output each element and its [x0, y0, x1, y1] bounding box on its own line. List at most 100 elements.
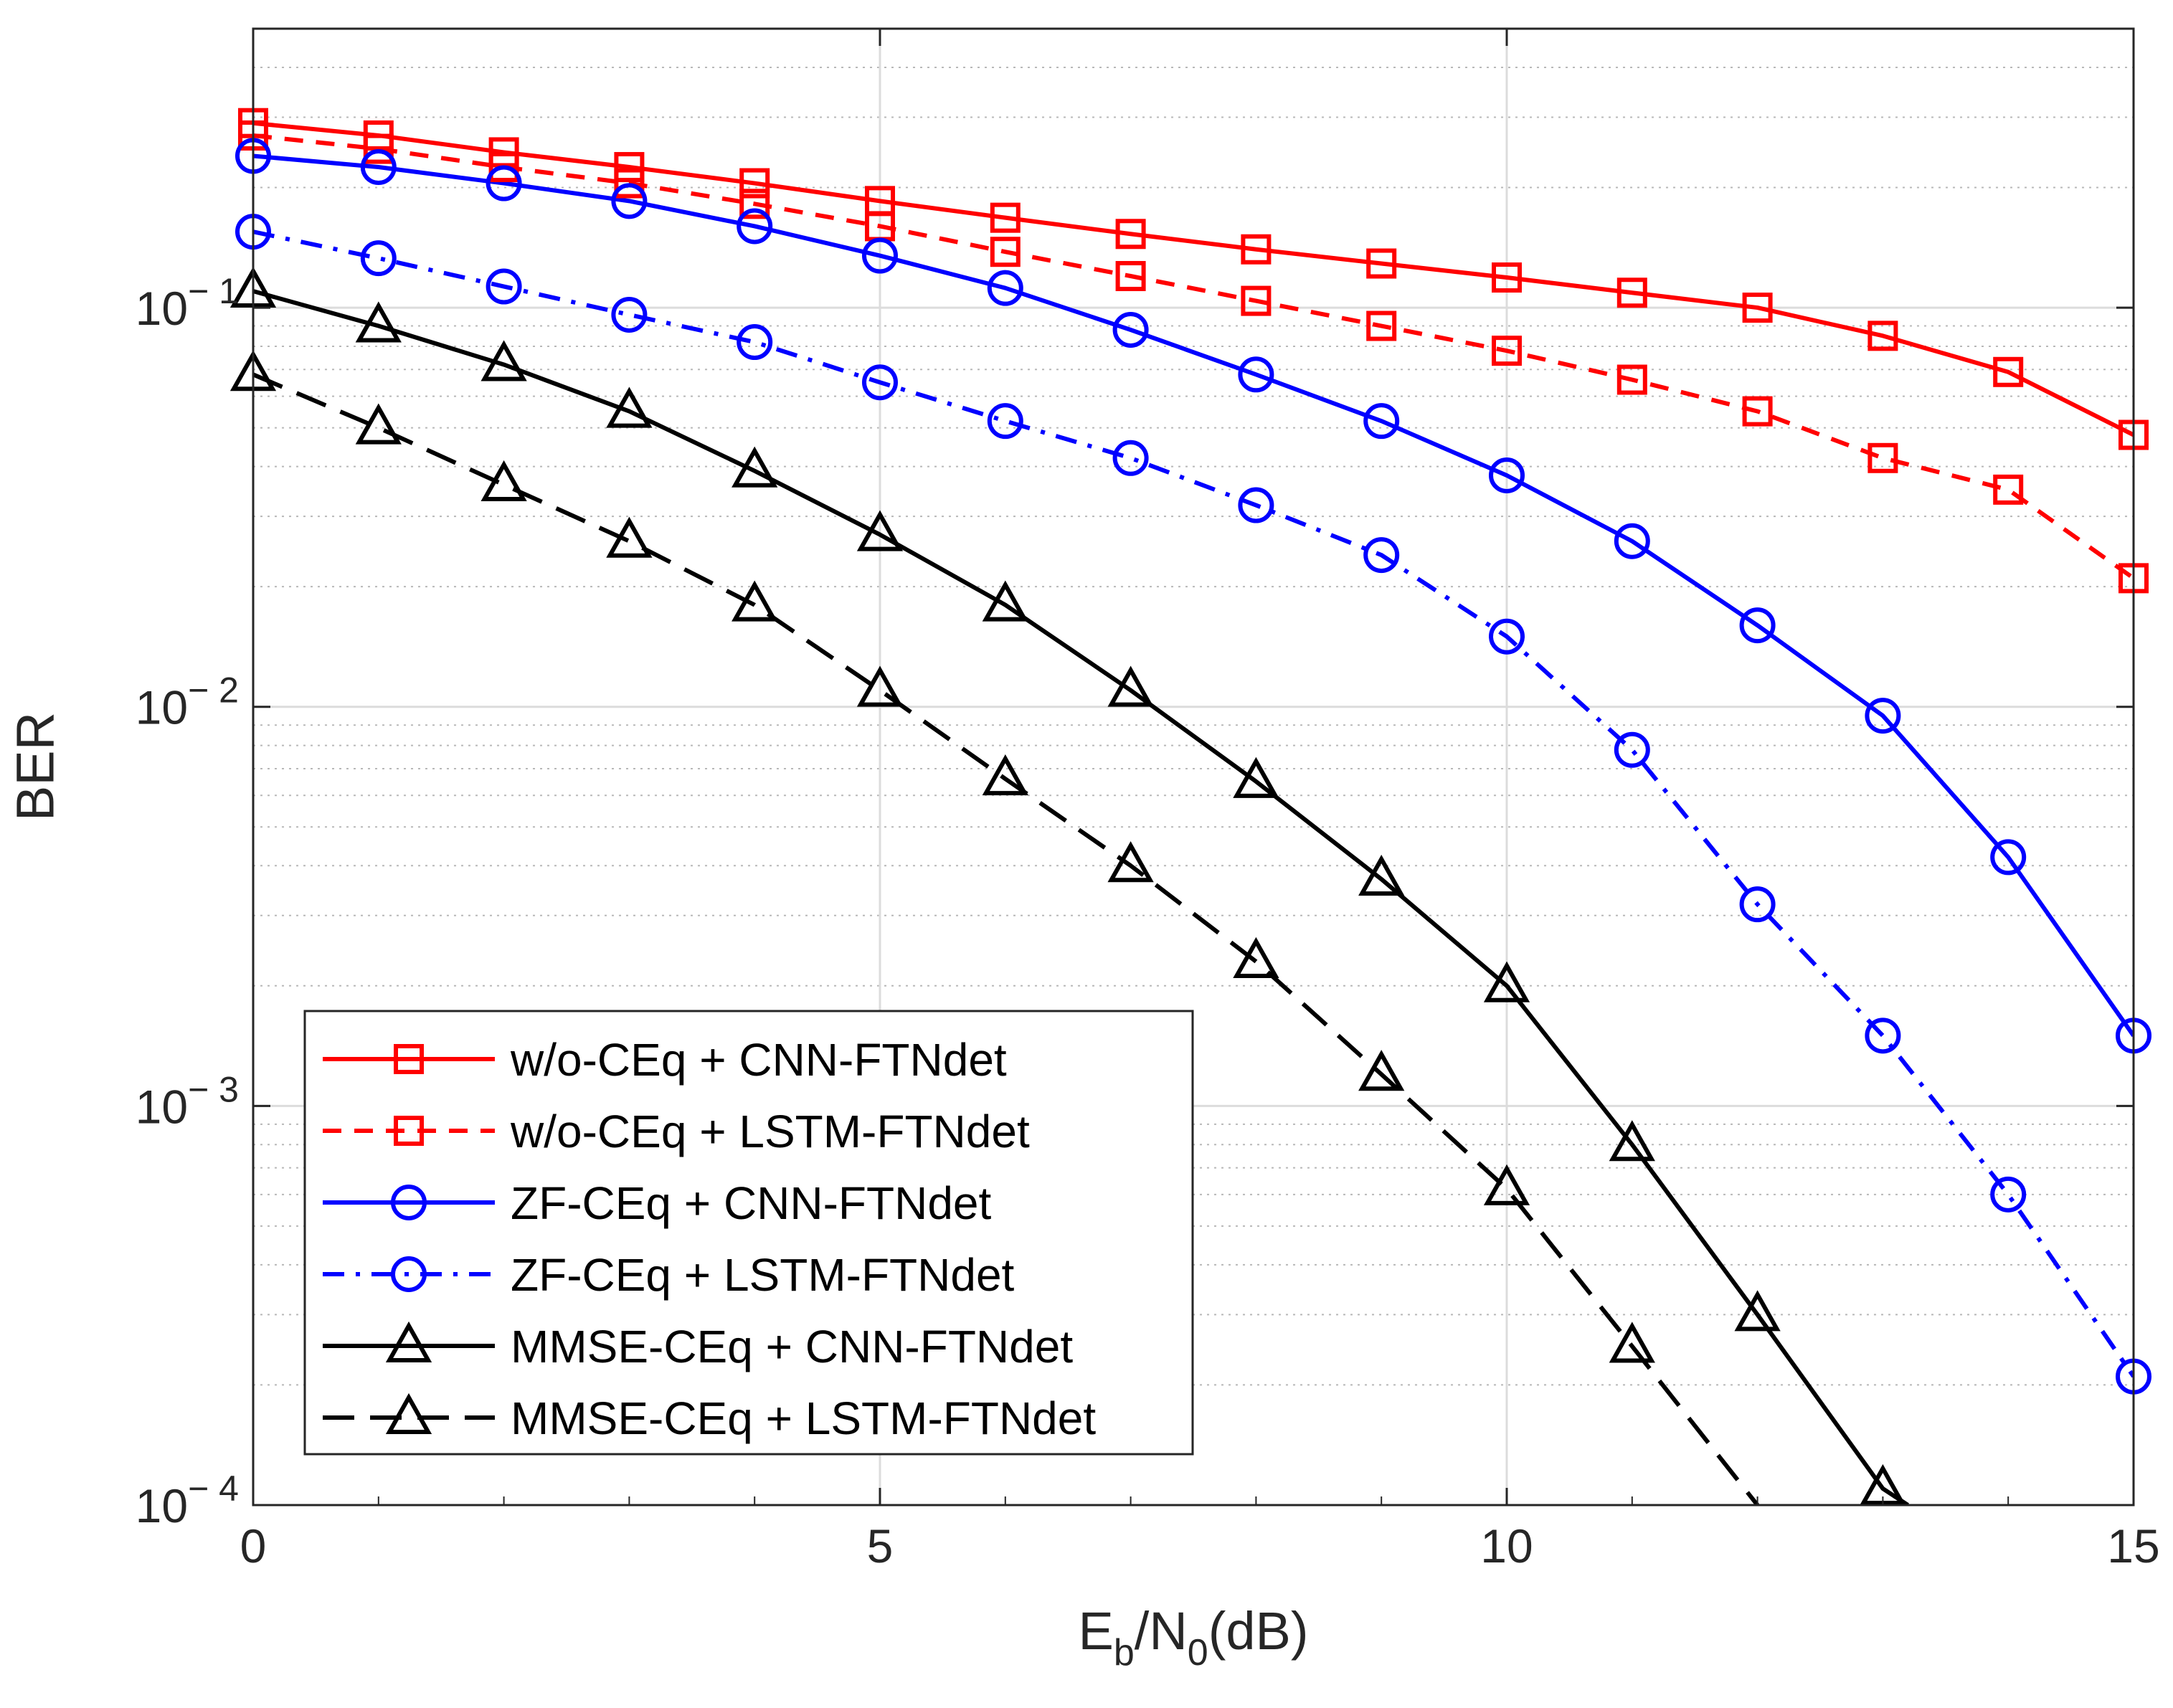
legend: w/o-CEq + CNN-FTNdet w/o-CEq + LSTM-FTNde…: [303, 1010, 1194, 1456]
series-line-3: [253, 153, 2134, 1038]
data-point: [1115, 261, 1146, 292]
data-point: [987, 403, 1023, 440]
data-point: [990, 202, 1021, 233]
data-point: [1233, 756, 1279, 798]
data-point: [486, 268, 522, 305]
legend-label: ZF-CEq + LSTM-FTNdet: [511, 1249, 1015, 1301]
data-point: [1358, 854, 1405, 896]
data-point: [1358, 1050, 1405, 1091]
y-tick-label: 10− 2: [136, 670, 239, 734]
y-tick-label: 10− 3: [136, 1069, 239, 1133]
data-point: [606, 386, 653, 428]
y-tick-label: 10− 1: [136, 271, 239, 335]
x-tick-label: 5: [867, 1519, 894, 1572]
data-point: [1993, 474, 2024, 505]
x-tick-label: 15: [2107, 1519, 2159, 1572]
data-point: [739, 168, 770, 199]
data-point: [1241, 285, 1272, 316]
data-point: [1238, 487, 1274, 523]
data-point: [1115, 219, 1146, 250]
y-tick-label: 10− 4: [136, 1469, 239, 1532]
data-point: [982, 754, 1028, 796]
data-point: [856, 665, 904, 707]
data-point: [1483, 1164, 1530, 1205]
series-line-6: [253, 372, 1759, 1505]
data-point: [611, 296, 648, 333]
legend-marker: [391, 1256, 427, 1292]
series-line-1: [253, 120, 2134, 437]
data-point: [1616, 277, 1647, 308]
data-point: [486, 165, 522, 201]
series-line-5: [253, 289, 1910, 1505]
data-point: [1742, 396, 1773, 427]
data-point: [1609, 1120, 1655, 1162]
data-point: [982, 580, 1028, 622]
x-axis-title-sub2: 0: [1188, 1632, 1208, 1674]
legend-marker: [385, 1321, 432, 1362]
legend-marker: [394, 1044, 424, 1074]
legend-label: w/o-CEq + CNN-FTNdet: [510, 1034, 1007, 1086]
data-point: [1112, 440, 1149, 476]
data-point: [1112, 311, 1149, 348]
plot-frame: [252, 27, 2135, 1507]
legend-box: [303, 1010, 1194, 1456]
data-point: [488, 152, 519, 183]
data-point: [355, 301, 402, 343]
data-point: [1865, 1017, 1901, 1054]
legend-label: MMSE-CEq + LSTM-FTNdet: [511, 1393, 1096, 1444]
data-point: [739, 189, 770, 219]
data-point: [606, 516, 653, 558]
data-point: [360, 240, 397, 277]
data-point: [737, 208, 773, 245]
data-point: [360, 149, 397, 186]
data-point: [1366, 248, 1397, 279]
data-point: [1990, 839, 2027, 876]
data-point: [1867, 442, 1898, 473]
legend-marker: [391, 1185, 427, 1220]
data-point: [737, 324, 773, 361]
x-tick-label: 10: [1480, 1519, 1533, 1572]
data-point: [1614, 731, 1650, 768]
data-point: [614, 168, 645, 199]
x-axis-title-sub1: b: [1114, 1632, 1135, 1674]
legend-label: MMSE-CEq + CNN-FTNdet: [511, 1321, 1073, 1372]
x-tick-label: 0: [240, 1519, 267, 1572]
data-point: [1363, 537, 1400, 574]
data-point: [1742, 293, 1773, 323]
data-point: [1107, 665, 1154, 707]
data-point: [1734, 1290, 1781, 1332]
legend-label: ZF-CEq + CNN-FTNdet: [511, 1177, 992, 1229]
x-axis-title-mid: /N: [1135, 1601, 1188, 1661]
data-point: [363, 133, 394, 164]
series-group: [253, 120, 2134, 1505]
data-point: [1492, 336, 1522, 366]
data-point: [1492, 262, 1522, 293]
data-point: [1489, 457, 1525, 493]
x-axis-title-main: E: [1078, 1601, 1113, 1661]
data-point: [732, 580, 778, 622]
data-point: [1739, 607, 1776, 644]
data-point: [1366, 310, 1397, 341]
data-point: [1489, 618, 1525, 655]
data-point: [1238, 356, 1274, 393]
legend-marker: [385, 1393, 432, 1434]
data-point: [355, 403, 402, 445]
data-point: [480, 460, 527, 502]
data-point: [1107, 841, 1154, 883]
data-point: [1614, 523, 1650, 559]
data-point: [1363, 403, 1400, 440]
data-point: [1241, 234, 1272, 265]
data-point: [1865, 698, 1901, 734]
x-axis-title-tail: (dB): [1208, 1601, 1309, 1661]
legend-marker: [394, 1116, 424, 1146]
data-point: [611, 183, 648, 219]
data-point: [732, 446, 778, 488]
data-point: [990, 237, 1021, 267]
data-point: [862, 364, 898, 401]
data-point: [480, 340, 527, 381]
data-point: [1993, 356, 2024, 387]
axis-ticks: 10− 1 10− 2 10− 3 10− 40 5 10 15: [136, 29, 2160, 1572]
data-point: [987, 270, 1023, 306]
data-point: [856, 510, 904, 551]
